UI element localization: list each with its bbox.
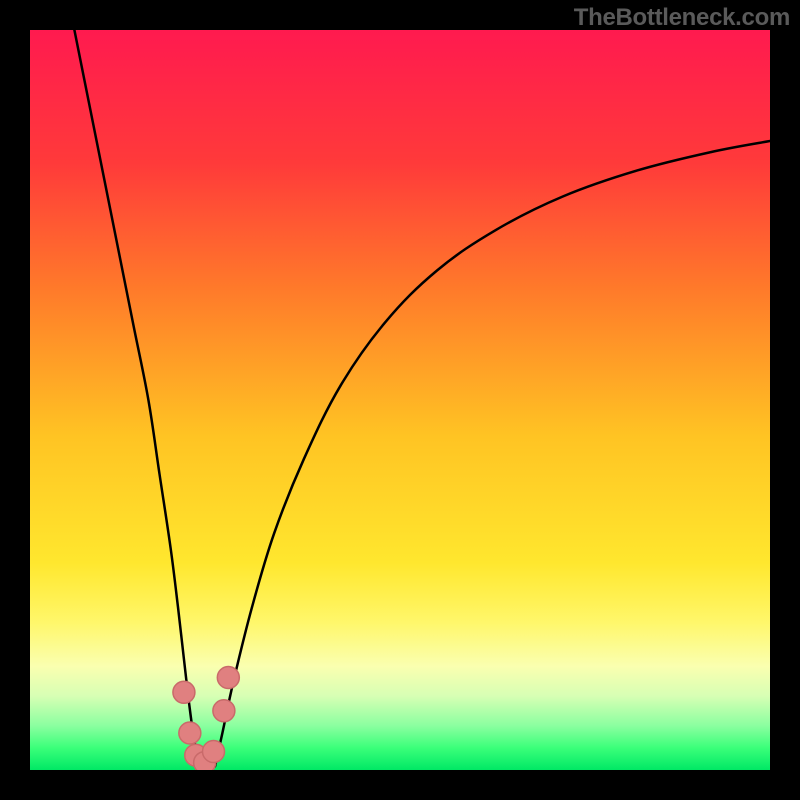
plot-area xyxy=(30,30,770,770)
watermark-text: TheBottleneck.com xyxy=(574,4,790,32)
gradient-background xyxy=(30,30,770,770)
marker-dot xyxy=(203,741,225,763)
plot-svg xyxy=(30,30,770,770)
chart-container: TheBottleneck.com xyxy=(0,0,800,800)
marker-dot xyxy=(213,700,235,722)
marker-dot xyxy=(173,681,195,703)
marker-dot xyxy=(179,722,201,744)
marker-dot xyxy=(217,667,239,689)
